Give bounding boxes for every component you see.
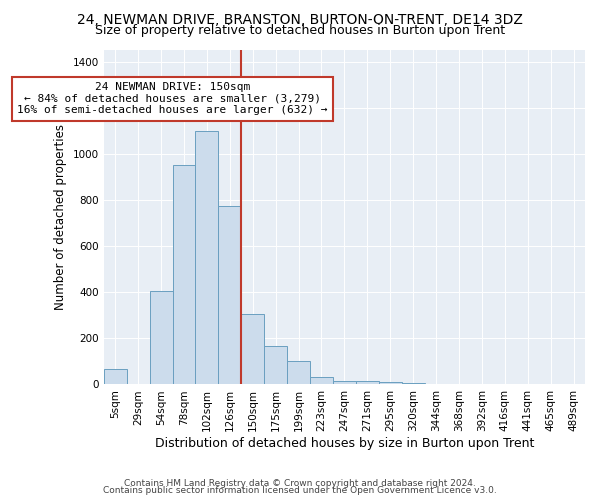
Bar	[287, 362, 310, 384]
Bar	[356, 381, 379, 384]
Bar	[104, 370, 127, 384]
Bar	[149, 291, 173, 384]
Bar	[401, 382, 425, 384]
X-axis label: Distribution of detached houses by size in Burton upon Trent: Distribution of detached houses by size …	[155, 437, 534, 450]
Bar	[218, 206, 241, 384]
Bar	[264, 346, 287, 385]
Bar	[241, 314, 264, 384]
Bar	[333, 381, 356, 384]
Text: 24, NEWMAN DRIVE, BRANSTON, BURTON-ON-TRENT, DE14 3DZ: 24, NEWMAN DRIVE, BRANSTON, BURTON-ON-TR…	[77, 12, 523, 26]
Bar	[173, 166, 196, 384]
Text: Contains HM Land Registry data © Crown copyright and database right 2024.: Contains HM Land Registry data © Crown c…	[124, 478, 476, 488]
Text: 24 NEWMAN DRIVE: 150sqm
← 84% of detached houses are smaller (3,279)
16% of semi: 24 NEWMAN DRIVE: 150sqm ← 84% of detache…	[17, 82, 328, 116]
Bar	[379, 382, 401, 384]
Bar	[196, 130, 218, 384]
Y-axis label: Number of detached properties: Number of detached properties	[54, 124, 67, 310]
Text: Size of property relative to detached houses in Burton upon Trent: Size of property relative to detached ho…	[95, 24, 505, 37]
Bar	[310, 377, 333, 384]
Text: Contains public sector information licensed under the Open Government Licence v3: Contains public sector information licen…	[103, 486, 497, 495]
